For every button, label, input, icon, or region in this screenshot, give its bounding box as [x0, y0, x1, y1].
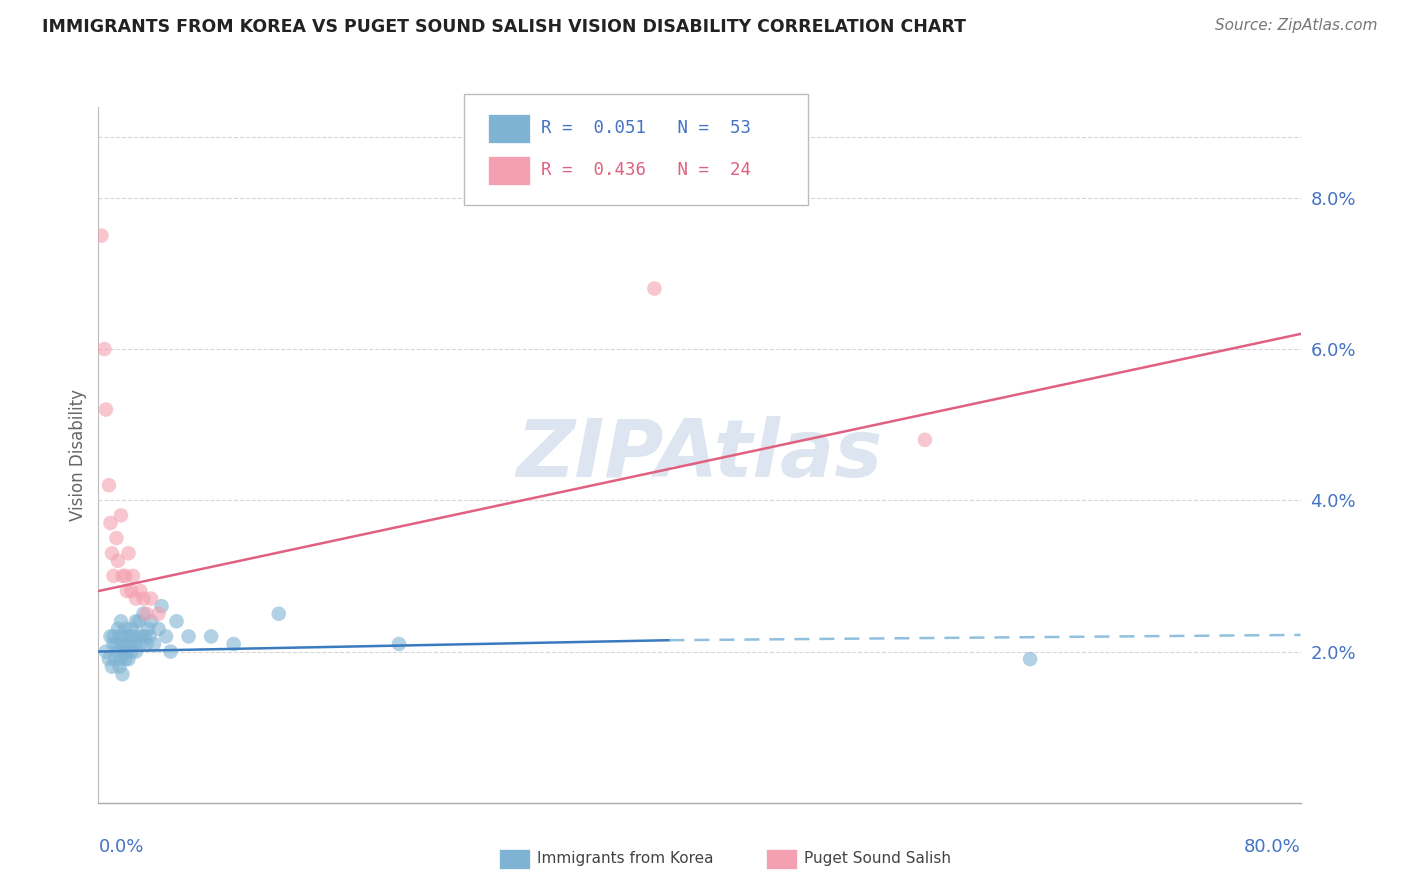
- Point: [97, 478, 120, 492]
- Point: [121, 644, 143, 658]
- Point: [110, 615, 132, 629]
- Point: [107, 554, 129, 568]
- Point: [155, 629, 177, 643]
- Point: [166, 615, 188, 629]
- Point: [125, 591, 148, 606]
- Point: [103, 629, 125, 643]
- Point: [121, 622, 143, 636]
- Point: [111, 569, 134, 583]
- Point: [124, 637, 146, 651]
- Point: [177, 629, 200, 643]
- Point: [131, 629, 153, 643]
- Point: [159, 644, 181, 658]
- Point: [110, 652, 132, 666]
- Text: R =  0.051   N =  53: R = 0.051 N = 53: [541, 120, 751, 137]
- Point: [135, 607, 157, 621]
- Point: [136, 622, 159, 636]
- Point: [117, 546, 139, 560]
- Point: [115, 644, 138, 658]
- Point: [115, 584, 138, 599]
- Text: Immigrants from Korea: Immigrants from Korea: [537, 851, 714, 865]
- Point: [148, 607, 170, 621]
- Point: [110, 508, 132, 523]
- Point: [108, 629, 131, 643]
- Point: [125, 644, 148, 658]
- Point: [114, 569, 136, 583]
- Point: [97, 652, 120, 666]
- Point: [93, 342, 115, 356]
- Point: [100, 629, 122, 643]
- Point: [108, 659, 131, 673]
- Point: [132, 607, 155, 621]
- Point: [107, 644, 129, 658]
- Point: [129, 637, 152, 651]
- Point: [132, 591, 155, 606]
- Point: [143, 637, 166, 651]
- Point: [134, 629, 156, 643]
- Point: [267, 607, 290, 621]
- Point: [125, 615, 148, 629]
- Point: [103, 637, 125, 651]
- Point: [129, 584, 152, 599]
- Point: [105, 637, 128, 651]
- Point: [138, 629, 160, 643]
- Point: [117, 652, 139, 666]
- Text: Source: ZipAtlas.com: Source: ZipAtlas.com: [1215, 18, 1378, 33]
- Point: [148, 622, 170, 636]
- Point: [104, 652, 127, 666]
- Point: [122, 569, 145, 583]
- Point: [112, 644, 135, 658]
- Point: [111, 667, 134, 681]
- Point: [139, 591, 162, 606]
- Point: [643, 281, 665, 295]
- Text: 0.0%: 0.0%: [98, 838, 143, 855]
- Point: [101, 659, 124, 673]
- Y-axis label: Vision Disability: Vision Disability: [69, 389, 87, 521]
- Point: [200, 629, 222, 643]
- Point: [128, 615, 150, 629]
- Point: [94, 402, 117, 417]
- Point: [114, 622, 136, 636]
- Point: [135, 637, 157, 651]
- Point: [139, 615, 162, 629]
- Point: [90, 228, 112, 243]
- Point: [103, 569, 125, 583]
- Point: [150, 599, 173, 614]
- Point: [1019, 652, 1042, 666]
- Point: [222, 637, 245, 651]
- Point: [112, 629, 135, 643]
- Point: [105, 531, 128, 545]
- Point: [122, 629, 145, 643]
- Point: [94, 644, 117, 658]
- Text: IMMIGRANTS FROM KOREA VS PUGET SOUND SALISH VISION DISABILITY CORRELATION CHART: IMMIGRANTS FROM KOREA VS PUGET SOUND SAL…: [42, 18, 966, 36]
- Point: [118, 637, 141, 651]
- Point: [111, 637, 134, 651]
- Point: [914, 433, 936, 447]
- Text: Puget Sound Salish: Puget Sound Salish: [804, 851, 952, 865]
- Point: [107, 622, 129, 636]
- Point: [117, 629, 139, 643]
- Point: [388, 637, 411, 651]
- Point: [101, 546, 124, 560]
- Point: [100, 516, 122, 530]
- Point: [127, 629, 149, 643]
- Text: 80.0%: 80.0%: [1244, 838, 1301, 855]
- Point: [115, 637, 138, 651]
- Text: R =  0.436   N =  24: R = 0.436 N = 24: [541, 161, 751, 179]
- Point: [114, 652, 136, 666]
- Text: ZIPAtlas: ZIPAtlas: [516, 416, 883, 494]
- Point: [121, 584, 143, 599]
